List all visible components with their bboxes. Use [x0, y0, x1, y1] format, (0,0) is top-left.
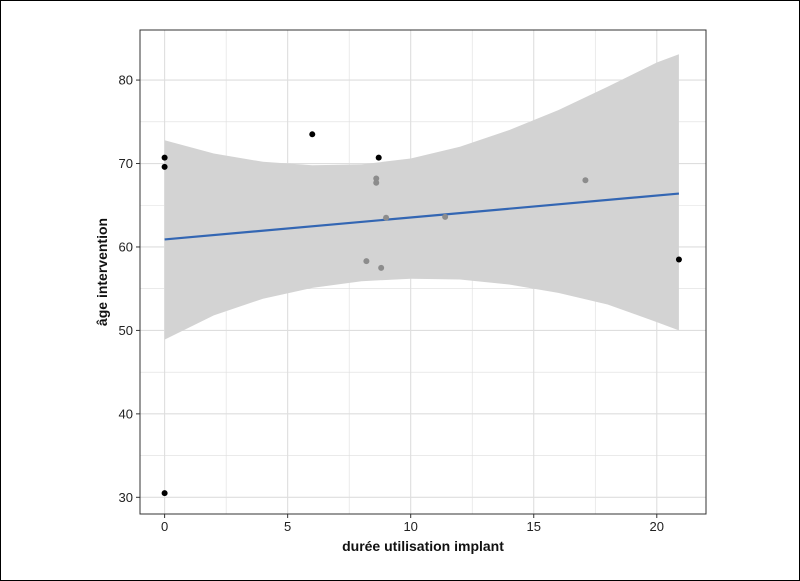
x-tick-label: 5 [284, 519, 291, 534]
data-point [309, 131, 316, 138]
data-point [383, 214, 390, 221]
confidence-band-layer [164, 54, 679, 340]
data-point [373, 175, 380, 182]
axes: 0 5 10 15 20 30 40 50 60 70 80 [119, 73, 664, 534]
data-point [675, 256, 682, 263]
data-point [161, 154, 168, 161]
x-tick-label: 10 [403, 519, 417, 534]
x-tick-label: 20 [650, 519, 664, 534]
x-axis-title: durée utilisation implant [342, 538, 504, 554]
data-points [161, 131, 682, 497]
y-tick-label: 50 [119, 323, 133, 338]
y-tick-label: 70 [119, 156, 133, 171]
y-tick-label: 60 [119, 239, 133, 254]
data-point [161, 490, 168, 497]
data-point [363, 258, 370, 265]
data-point [442, 213, 449, 220]
y-axis-title: âge intervention [94, 218, 110, 326]
data-point [375, 154, 382, 161]
data-point [378, 264, 385, 271]
x-tick-label: 0 [161, 519, 168, 534]
regression-line [164, 192, 680, 241]
data-point [582, 177, 589, 184]
y-tick-label: 40 [119, 406, 133, 421]
y-tick-label: 30 [119, 490, 133, 505]
data-point [161, 163, 168, 170]
confidence-band [164, 54, 679, 340]
regression-line-layer [164, 192, 680, 241]
x-tick-label: 15 [527, 519, 541, 534]
plot-panel-border [139, 29, 707, 515]
y-tick-label: 80 [119, 73, 133, 88]
data-point [373, 179, 380, 186]
